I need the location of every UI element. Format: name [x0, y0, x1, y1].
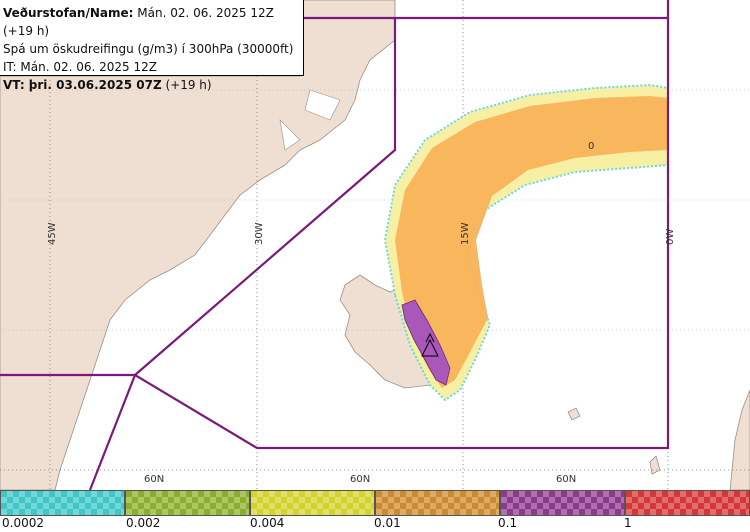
norway-land [729, 389, 750, 490]
issue-time-line: IT: Mán. 02. 06. 2025 12Z [3, 60, 157, 74]
valid-time-line: VT: þri. 03.06.2025 07Z (+19 h) [3, 78, 212, 92]
legend-swatch-3 [250, 490, 375, 516]
legend-label-1: 0.0002 [2, 516, 44, 530]
legend-label-3: 0.004 [250, 516, 285, 530]
ash-plume-purple [401, 299, 451, 386]
legend-label-4: 0.01 [374, 516, 401, 530]
legend-swatch-2 [125, 490, 250, 516]
legend-swatch-4 [375, 490, 500, 516]
lat-label-60n-b: 60N [350, 474, 370, 485]
airspace-boundaries [0, 0, 670, 490]
forecast-info-box: Veðurstofan/Name: Mán. 02. 06. 2025 12Z … [0, 0, 304, 92]
issuer-line: Veðurstofan/Name: Mán. 02. 06. 2025 12Z … [3, 6, 274, 38]
lon-label-30w: 30W [254, 222, 265, 245]
lat-label-60n-a: 60N [144, 474, 164, 485]
legend-swatch-1 [0, 490, 125, 516]
volcano-marker [421, 332, 439, 357]
lat-label-60n-c: 60N [556, 474, 576, 485]
legend-label-5: 0.1 [498, 516, 518, 530]
legend-swatch-6 [625, 490, 750, 516]
legend-labels: 0.0002 0.002 0.004 0.01 0.1 1 [0, 516, 750, 532]
greenland-land [0, 0, 396, 490]
lon-label-0w: 0W [665, 229, 676, 245]
legend-swatch-5 [500, 490, 625, 516]
legend-label-6: 1 [624, 516, 632, 530]
contour-label-0: 0 [588, 141, 594, 152]
lon-label-45w: 45W [47, 222, 58, 245]
lon-label-15w: 15W [460, 222, 471, 245]
legend-label-2: 0.002 [126, 516, 161, 530]
concentration-legend-bar [0, 490, 750, 516]
ash-plume-orange [395, 96, 668, 388]
ash-dispersion-map: 45W 30W 15W 0W 60N 60N 60N 0 [0, 0, 750, 490]
product-line: Spá um öskudreifingu (g/m3) í 300hPa (30… [3, 42, 294, 56]
